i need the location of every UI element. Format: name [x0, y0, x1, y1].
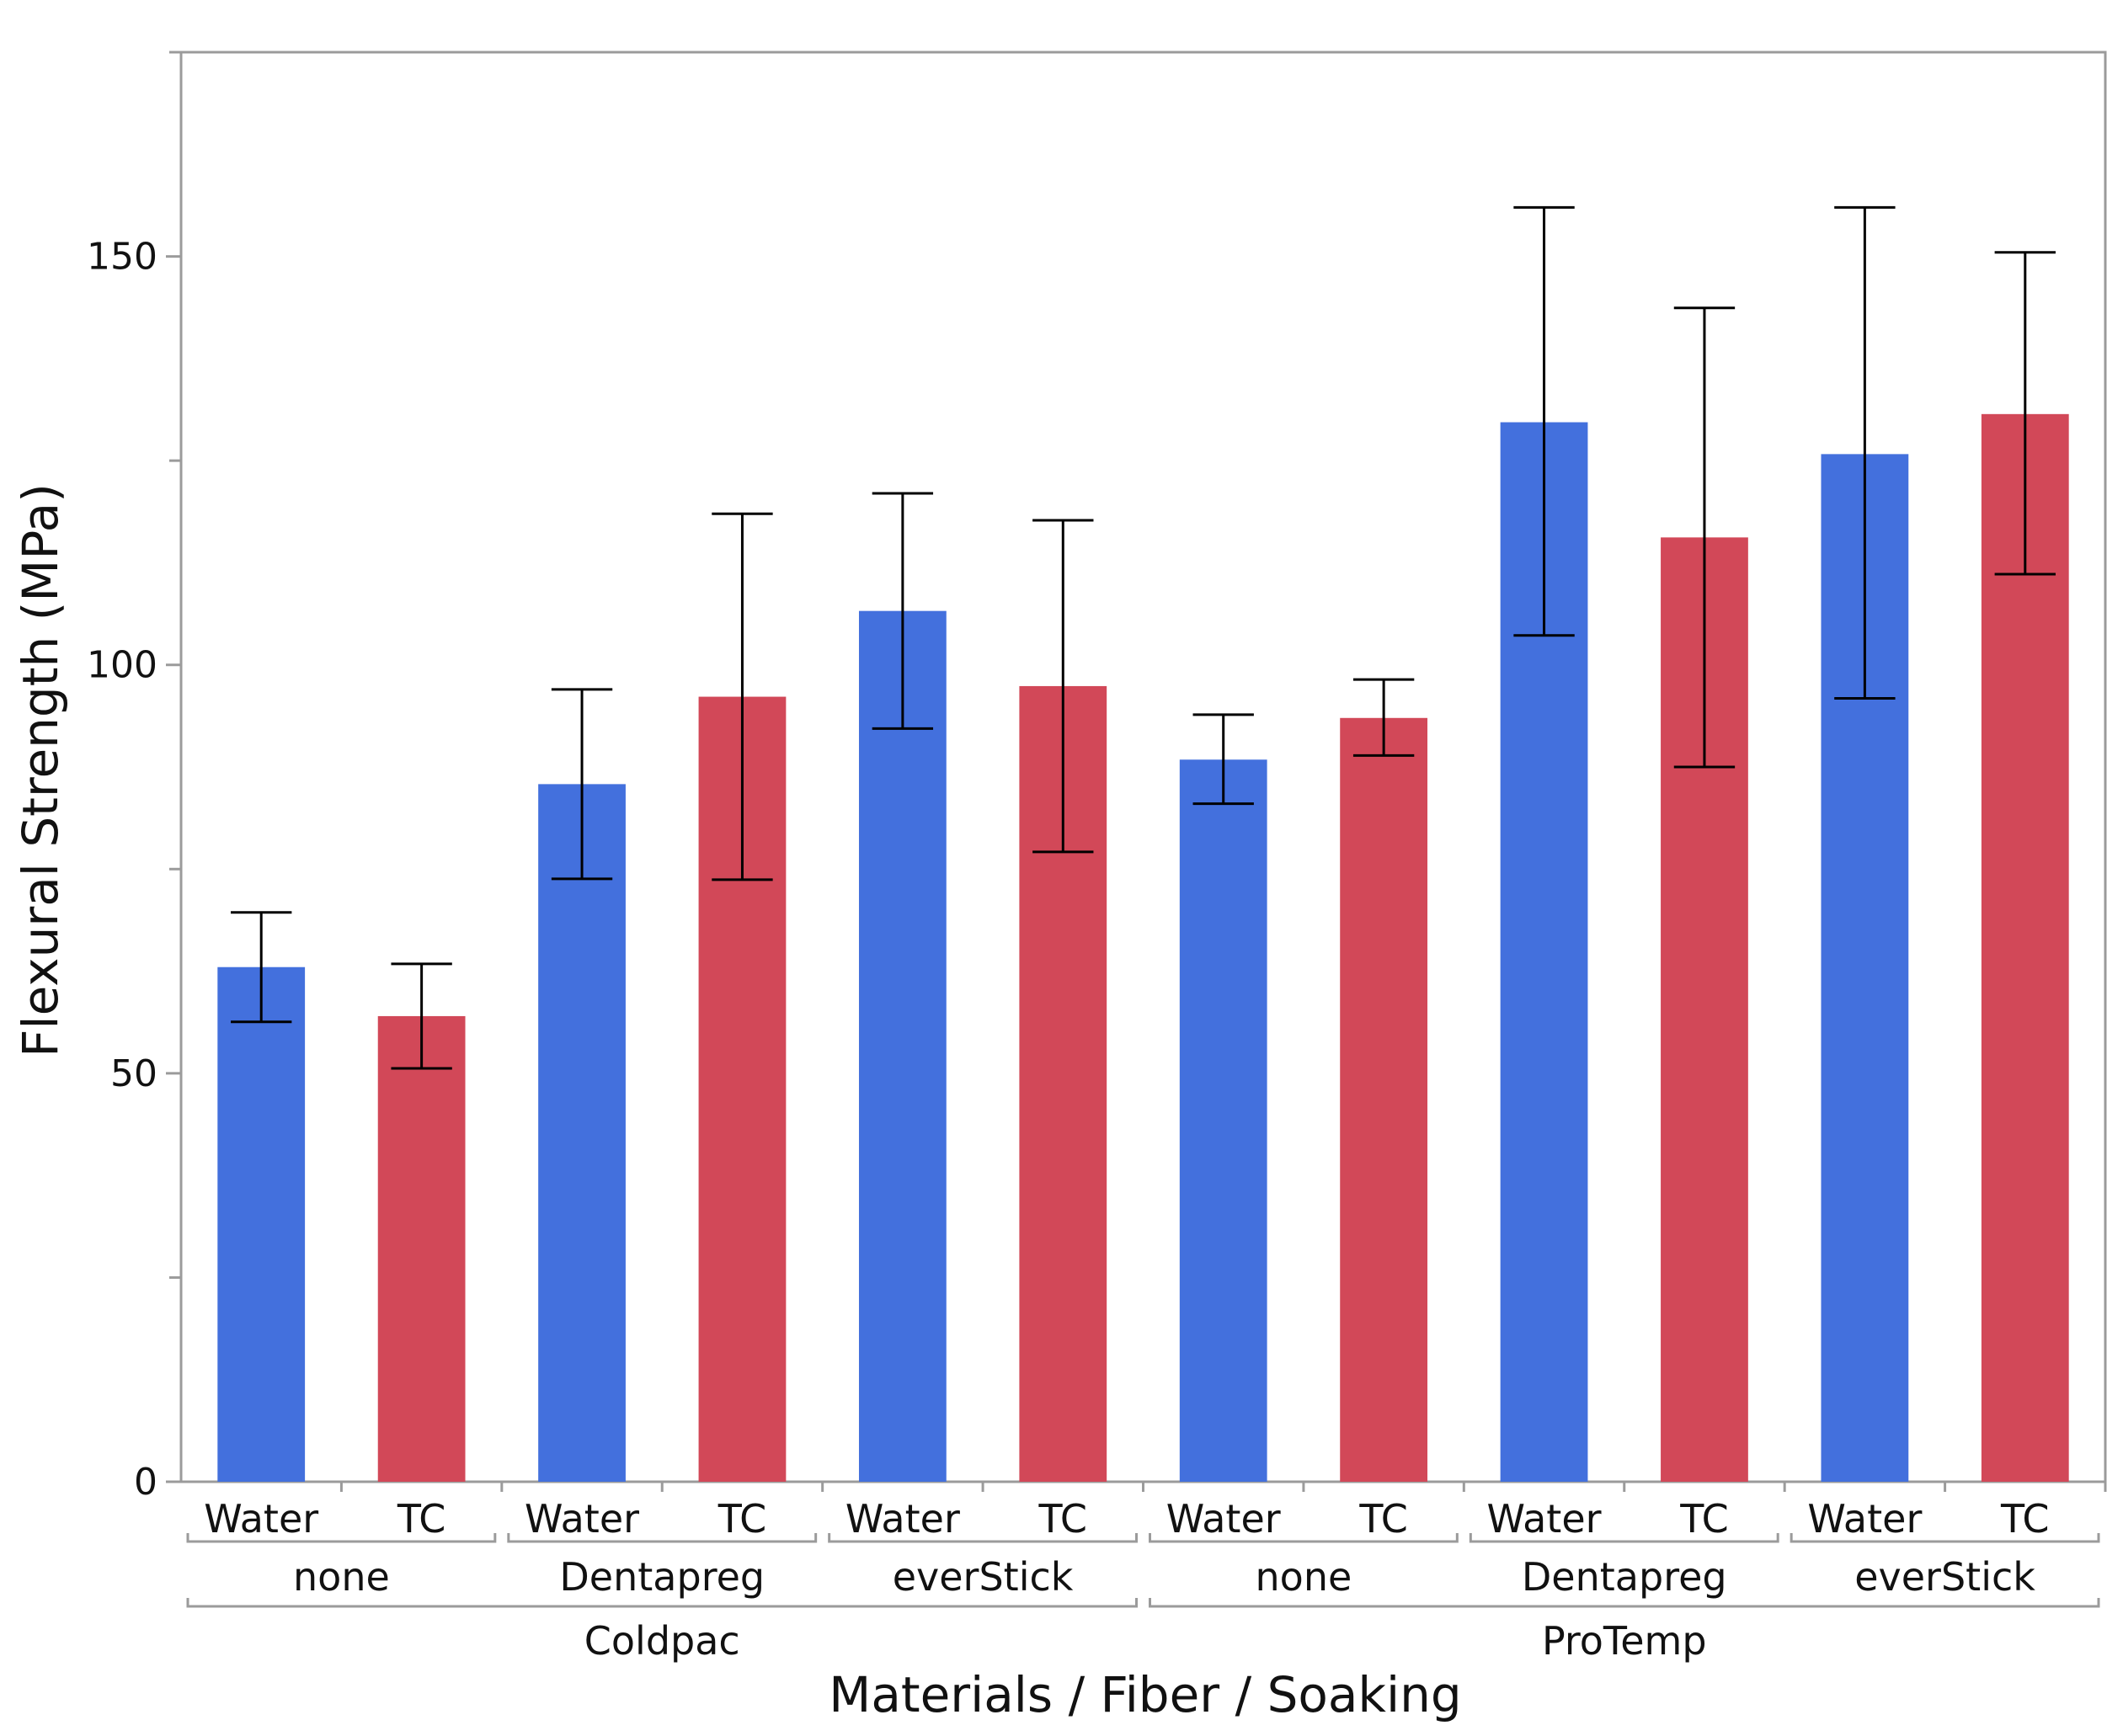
y-tick-label: 0 [134, 1461, 157, 1504]
bar [1981, 413, 2069, 1483]
y-tick-label: 50 [110, 1052, 157, 1095]
x-category-label-soaking: Water [204, 1496, 318, 1542]
x-group-label-fiber: everStick [1854, 1554, 2035, 1600]
x-group-bracket-material [186, 1598, 1138, 1608]
x-group-bracket-material [1149, 1598, 2100, 1608]
y-tick-label: 150 [87, 236, 157, 279]
x-category-label-soaking: TC [717, 1496, 767, 1542]
x-group-label-material: Coldpac [584, 1618, 740, 1664]
bars [217, 413, 2069, 1483]
x-category-label-soaking: Water [1487, 1496, 1602, 1542]
x-axis-title: Materials / Fiber / Soaking [829, 1666, 1461, 1723]
x-category-label-soaking: Water [525, 1496, 639, 1542]
x-category-label-soaking: TC [1038, 1496, 1088, 1542]
x-category-label-soaking: TC [1358, 1496, 1408, 1542]
x-group-label-fiber: Dentapreg [559, 1554, 765, 1600]
x-category-label-soaking: TC [1679, 1496, 1729, 1542]
bar [217, 967, 306, 1482]
bar [1340, 717, 1428, 1482]
x-group-label-fiber: none [1256, 1554, 1352, 1600]
x-category-label-soaking: Water [1807, 1496, 1922, 1542]
y-tick-label: 100 [87, 644, 157, 687]
plot-frame [179, 51, 2107, 1483]
x-category-label-soaking: Water [1166, 1496, 1281, 1542]
bar [538, 784, 626, 1482]
y-axis-title: Flexural Strength (MPa) [12, 483, 69, 1057]
x-group-bracket-fiber [1469, 1533, 1779, 1543]
x-group-bracket-fiber [1149, 1533, 1459, 1543]
x-group-label-fiber: none [293, 1554, 390, 1600]
x-category-label-soaking: TC [397, 1496, 446, 1542]
x-category-label-soaking: Water [845, 1496, 960, 1542]
x-group-label-fiber: everStick [893, 1554, 1074, 1600]
bar [1179, 759, 1267, 1482]
x-group-bracket-fiber [186, 1533, 497, 1543]
x-group-bracket-fiber [507, 1533, 818, 1543]
bar [377, 1015, 466, 1482]
x-group-bracket-fiber [828, 1533, 1138, 1543]
x-group-label-fiber: Dentapreg [1522, 1554, 1727, 1600]
x-group-bracket-fiber [1790, 1533, 2100, 1543]
x-group-label-material: ProTemp [1542, 1618, 1707, 1664]
x-category-label-soaking: TC [2000, 1496, 2050, 1542]
error-bars [231, 205, 2056, 1070]
bar [858, 610, 947, 1482]
